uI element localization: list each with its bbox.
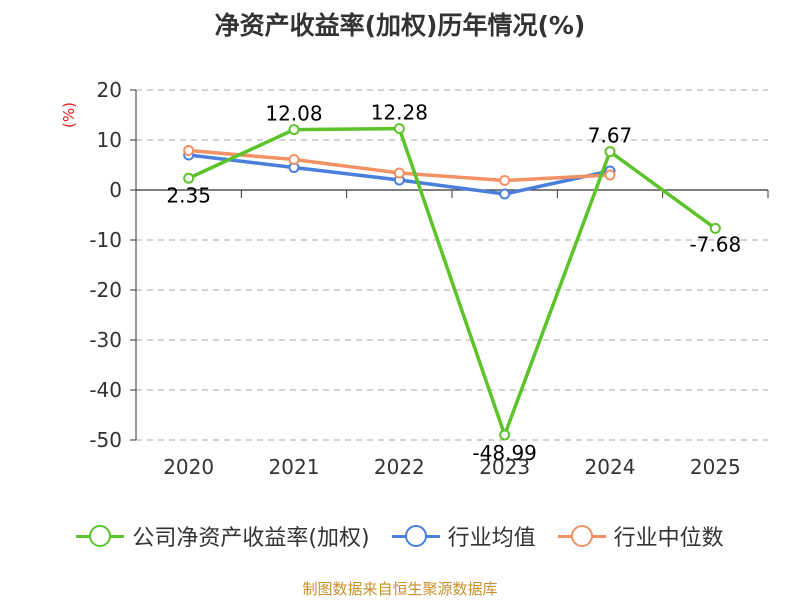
y-tick-label: 0 bbox=[109, 178, 122, 202]
data-point-company bbox=[709, 222, 721, 234]
data-label: 12.08 bbox=[265, 102, 322, 126]
y-tick-label: 20 bbox=[97, 78, 122, 102]
legend-item-industry-median[interactable]: 行业中位数 bbox=[557, 520, 724, 552]
data-label: 7.67 bbox=[588, 124, 633, 148]
legend: 公司净资产收益率(加权) 行业均值 行业中位数 bbox=[0, 520, 800, 552]
data-label: 2.35 bbox=[166, 183, 211, 207]
x-tick-label: 2022 bbox=[374, 455, 425, 479]
legend-swatch-company bbox=[76, 525, 125, 547]
data-point-company bbox=[288, 124, 300, 136]
data-point-industry-median bbox=[499, 175, 511, 186]
data-label: -48.99 bbox=[472, 441, 536, 465]
data-point-industry-median bbox=[183, 145, 195, 156]
y-tick-label: -20 bbox=[89, 278, 122, 302]
y-tick-label: -40 bbox=[89, 378, 122, 402]
data-point-company bbox=[604, 146, 616, 158]
x-tick-label: 2024 bbox=[585, 455, 636, 479]
x-tick-label: 2023 bbox=[479, 455, 530, 479]
y-tick-label: -50 bbox=[89, 428, 122, 452]
data-point-industry-median bbox=[393, 167, 405, 179]
data-point-company bbox=[393, 123, 405, 135]
data-label: 12.28 bbox=[371, 101, 428, 125]
data-point-industry-median bbox=[604, 169, 616, 181]
data-label: -7.68 bbox=[689, 232, 741, 256]
series-line-company bbox=[187, 126, 717, 437]
data-point-industry-median bbox=[288, 154, 300, 165]
chart-title: 净资产收益率(加权)历年情况(%) bbox=[214, 11, 586, 40]
legend-item-industry-avg[interactable]: 行业均值 bbox=[391, 520, 536, 552]
x-tick-label: 2020 bbox=[163, 455, 214, 479]
data-point-industry-avg bbox=[499, 188, 511, 200]
legend-swatch-industry-median bbox=[557, 525, 606, 547]
data-point-company bbox=[183, 172, 195, 184]
y-tick-label: 10 bbox=[97, 128, 122, 152]
y-tick-label: -30 bbox=[89, 328, 122, 352]
legend-label-industry-median: 行业中位数 bbox=[613, 526, 724, 551]
legend-label-industry-avg: 行业均值 bbox=[447, 526, 536, 551]
y-axis-unit-label: (%) bbox=[60, 102, 78, 128]
data-point-company bbox=[499, 429, 511, 441]
y-tick-label: -10 bbox=[89, 228, 122, 252]
legend-item-company[interactable]: 公司净资产收益率(加权) bbox=[76, 520, 370, 552]
footer-source: 制图数据来自恒生聚源数据库 bbox=[302, 580, 498, 598]
x-tick-label: 2025 bbox=[690, 455, 741, 479]
legend-swatch-industry-avg bbox=[391, 525, 440, 547]
legend-label-company: 公司净资产收益率(加权) bbox=[132, 526, 370, 551]
x-tick-label: 2021 bbox=[269, 455, 320, 479]
